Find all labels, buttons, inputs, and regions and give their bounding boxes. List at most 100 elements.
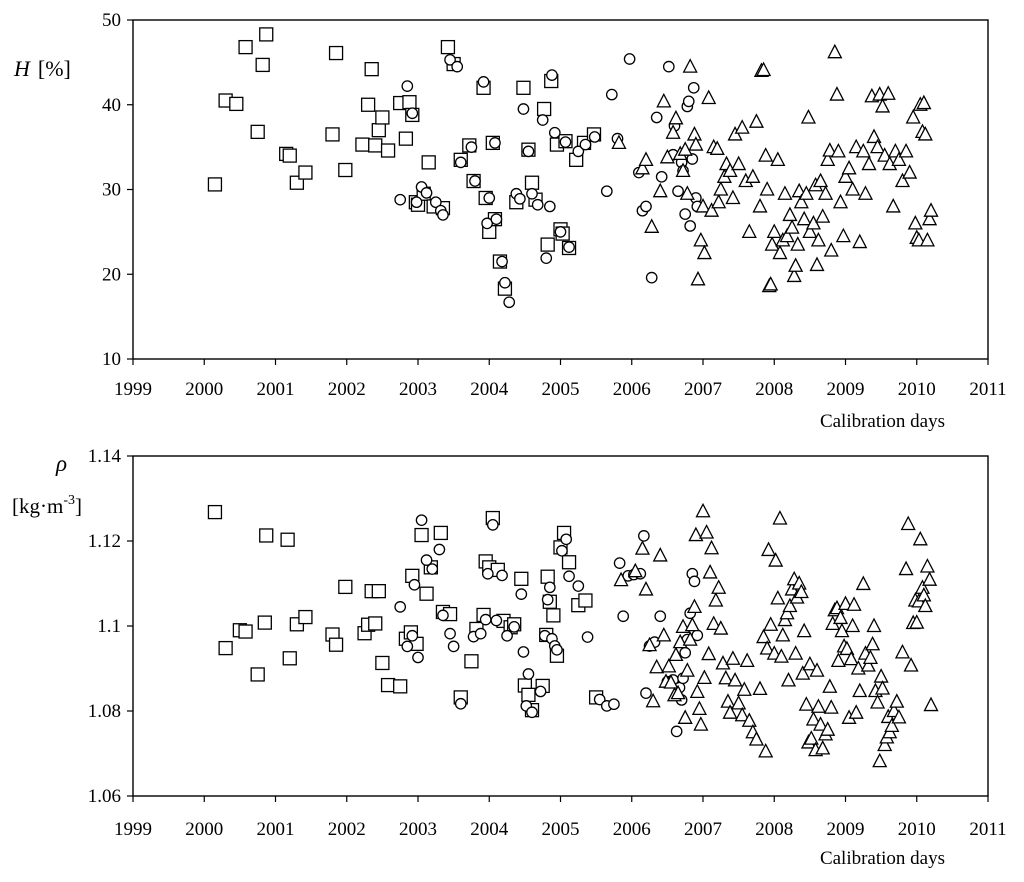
- triangle-marker: [691, 700, 708, 716]
- triangle-marker: [668, 646, 684, 662]
- square-marker: [338, 579, 353, 595]
- triangle-marker: [777, 185, 793, 200]
- circle-marker: [560, 533, 573, 546]
- circle-marker: [551, 643, 563, 656]
- circle-marker: [517, 103, 530, 115]
- triangle-marker: [884, 717, 900, 733]
- circle-marker: [481, 567, 494, 580]
- density-x-tick-label: 2009: [827, 819, 865, 840]
- triangle-marker: [720, 693, 736, 708]
- triangle-marker: [796, 622, 812, 638]
- square-marker: [578, 593, 593, 608]
- triangle-marker: [755, 628, 772, 644]
- triangle-marker: [852, 233, 868, 249]
- circle-marker: [548, 126, 561, 139]
- square-marker: [514, 571, 529, 586]
- triangle-marker: [766, 223, 782, 239]
- triangle-marker: [796, 210, 812, 226]
- circle-marker: [496, 255, 508, 268]
- density-x-tick-label: 2001: [257, 819, 295, 840]
- humidity-x-tick-label: 2004: [470, 379, 509, 400]
- triangle-marker: [877, 736, 893, 752]
- circle-marker: [687, 81, 700, 94]
- triangle-marker: [708, 592, 724, 607]
- circle-marker: [426, 563, 439, 575]
- triangle-marker: [905, 109, 921, 124]
- triangle-marker: [793, 193, 809, 209]
- density-x-tick-label: 2000: [185, 819, 223, 840]
- triangle-marker: [736, 681, 752, 696]
- humidity-x-label: Calibration days: [820, 411, 945, 432]
- density-x-tick-label: 2006: [613, 819, 651, 840]
- circle-marker: [489, 137, 501, 149]
- circle-marker: [554, 226, 567, 238]
- circle-marker: [437, 209, 449, 221]
- circle-marker: [679, 208, 692, 220]
- square-marker: [368, 616, 383, 631]
- humidity-x-tick-label: 2003: [399, 379, 437, 400]
- humidity-y-tick-label: 30: [102, 180, 121, 201]
- triangle-marker: [874, 98, 891, 113]
- triangle-marker: [843, 650, 859, 666]
- square-marker: [524, 175, 540, 190]
- circle-marker: [540, 252, 553, 264]
- triangle-marker: [922, 210, 938, 226]
- square-marker: [440, 39, 456, 55]
- circle-marker: [479, 613, 492, 626]
- density-data-points: [207, 502, 939, 768]
- square-marker: [325, 127, 340, 142]
- triangle-marker: [900, 515, 916, 531]
- triangle-marker: [627, 562, 643, 578]
- triangle-marker: [855, 142, 871, 158]
- circle-marker: [412, 651, 424, 664]
- circle-marker: [394, 193, 407, 206]
- triangle-marker: [837, 168, 854, 183]
- triangle-marker: [917, 126, 933, 141]
- square-marker: [521, 687, 536, 702]
- triangle-marker: [802, 223, 818, 239]
- humidity-y-tick-label: 40: [102, 95, 121, 116]
- triangle-marker: [827, 43, 843, 59]
- triangle-marker: [763, 616, 779, 631]
- triangle-marker: [675, 162, 691, 178]
- circle-marker: [608, 698, 620, 711]
- density-x-label: Calibration days: [820, 848, 945, 869]
- triangle-marker: [823, 242, 839, 257]
- circle-marker: [499, 276, 511, 289]
- triangle-marker: [880, 85, 896, 100]
- triangle-marker: [760, 541, 777, 557]
- density-panel: 1.06 1.08 1.1 1.12 1.14 1999 2000 2001 2002 2003…: [12, 446, 1007, 869]
- humidity-x-tick-label: 1999: [114, 379, 152, 400]
- triangle-marker: [752, 198, 768, 213]
- triangle-marker: [782, 206, 798, 222]
- triangle-marker: [841, 159, 857, 175]
- square-marker: [402, 95, 417, 110]
- triangle-marker: [706, 615, 722, 631]
- triangle-marker: [782, 597, 798, 613]
- triangle-marker: [768, 552, 784, 567]
- circle-marker: [526, 706, 538, 719]
- circle-marker: [501, 629, 513, 642]
- circle-marker: [640, 687, 652, 700]
- triangle-marker: [688, 136, 704, 151]
- square-marker: [360, 97, 376, 112]
- triangle-marker: [822, 142, 838, 157]
- triangle-marker: [682, 631, 698, 646]
- triangle-marker: [695, 502, 711, 518]
- triangle-marker: [755, 61, 772, 77]
- density-y-tick-label: 1.06: [88, 786, 121, 807]
- square-marker: [259, 27, 274, 42]
- triangle-marker: [788, 645, 804, 660]
- triangle-marker: [866, 617, 882, 633]
- triangle-marker: [739, 652, 755, 667]
- triangle-marker: [817, 185, 834, 200]
- circle-marker: [588, 131, 601, 143]
- triangle-marker: [894, 172, 911, 188]
- circle-marker: [444, 627, 456, 640]
- density-x-tick-label: 1999: [114, 819, 152, 840]
- triangle-marker: [731, 155, 747, 171]
- triangle-marker: [800, 109, 817, 124]
- triangle-marker: [703, 202, 720, 217]
- triangle-marker: [830, 142, 846, 158]
- circle-marker: [503, 296, 516, 309]
